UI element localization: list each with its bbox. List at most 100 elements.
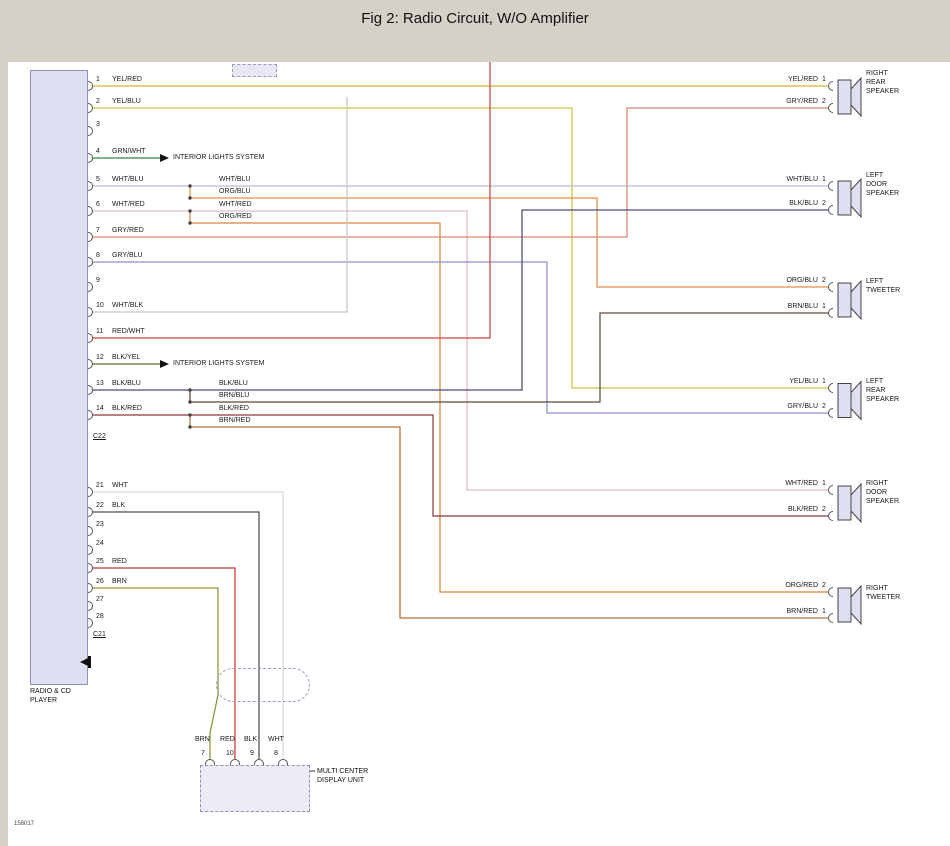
split-wire-label: WHT/RED <box>219 201 252 208</box>
speaker-wire-label: WHT/BLU <box>786 176 819 183</box>
radio-pin-arc <box>88 81 93 91</box>
wire-brn-red <box>189 415 829 619</box>
speaker-wire-label: GRY/BLU <box>787 403 818 410</box>
speaker-name: LEFT <box>866 278 884 285</box>
speaker-name: SPEAKER <box>866 396 900 403</box>
radio-wire-label: WHT/RED <box>112 201 145 208</box>
speaker-wire-label: WHT/RED <box>785 480 818 487</box>
radio-pin-arc <box>88 601 93 611</box>
junction-dot <box>188 388 192 392</box>
speaker-pin-arc <box>828 383 833 393</box>
radio-pin-number: 25 <box>96 558 104 565</box>
diagram-canvas <box>8 62 950 846</box>
display-pin-number: 7 <box>201 750 205 757</box>
wire-red-wht <box>92 62 491 339</box>
speaker-pin-number: 1 <box>822 608 826 615</box>
wire-gry-red <box>92 107 829 238</box>
radio-wire-label: RED <box>112 558 127 565</box>
radio-pin-arc <box>88 282 93 292</box>
speaker-icon-cone <box>850 482 862 524</box>
speaker-wire-label: YEL/RED <box>788 76 818 83</box>
display-pin-number: 10 <box>226 750 234 757</box>
radio-pin-arc <box>88 333 93 343</box>
display-label-line1: MULTI CENTER <box>317 768 369 775</box>
display-pin-number: 8 <box>274 750 278 757</box>
radio-edge-marker-bar <box>88 656 91 668</box>
radio-pin-number: 24 <box>96 540 104 547</box>
radio-label-line1: RADIO & CD <box>30 688 71 695</box>
speaker-name: TWEETER <box>866 594 901 601</box>
speaker-name: REAR <box>866 387 886 394</box>
radio-pin-number: 9 <box>96 277 100 284</box>
wire-brn-blu <box>189 312 829 403</box>
junction-dot <box>188 221 192 225</box>
junction-dot <box>188 184 192 188</box>
speaker-pin-arc <box>828 308 833 318</box>
radio-pin-arc <box>88 126 93 136</box>
speaker-icon-cone <box>850 380 862 421</box>
display-pin-arc <box>205 759 215 765</box>
interior-lights-label-top: INTERIOR LIGHTS SYSTEM <box>173 154 265 161</box>
radio-pin-arc <box>88 563 93 573</box>
split-wire-label: BLK/RED <box>219 405 249 412</box>
speaker-wire-label: BRN/RED <box>786 608 818 615</box>
speaker-pin-arc <box>828 282 833 292</box>
speaker-pin-arc <box>828 205 833 215</box>
speaker-pin-arc <box>828 587 833 597</box>
wire-yel-blu <box>92 107 829 389</box>
radio-pin-arc <box>88 257 93 267</box>
speaker-pin-arc <box>828 485 833 495</box>
radio-pin-number: 12 <box>96 354 104 361</box>
speaker-wire-label: ORG/RED <box>785 582 818 589</box>
radio-pin-arc <box>88 206 93 216</box>
display-wire-label: WHT <box>268 736 284 743</box>
radio-wire-label: WHT <box>112 482 128 489</box>
display-pin-number: 9 <box>250 750 254 757</box>
display-wire-label: RED <box>220 736 235 743</box>
junction-dot <box>188 209 192 213</box>
radio-pin-number: 6 <box>96 201 100 208</box>
speaker-wire-label: BRN/BLU <box>787 303 818 310</box>
wire-blk <box>92 511 260 759</box>
speaker-name: SPEAKER <box>866 498 900 505</box>
radio-wire-label: BLK <box>112 502 126 509</box>
radio-wire-label: GRY/BLU <box>112 252 143 259</box>
junction-dot <box>188 400 192 404</box>
radio-pin-number: 7 <box>96 227 100 234</box>
speaker-pin-arc <box>828 81 833 91</box>
speaker-pin-arc <box>828 613 833 623</box>
split-wire-label: BLK/BLU <box>219 380 248 387</box>
radio-wire-label: YEL/RED <box>112 76 142 83</box>
radio-pin-number: 2 <box>96 98 100 105</box>
speaker-name: SPEAKER <box>866 190 900 197</box>
speaker-pin-number: 2 <box>822 506 826 513</box>
radio-pin-number: 21 <box>96 482 104 489</box>
multi-center-display-label: MULTI CENTER DISPLAY UNIT <box>317 767 368 785</box>
radio-wire-label: GRN/WHT <box>112 148 146 155</box>
radio-pin-arc <box>88 545 93 555</box>
figure-id: 158017 <box>14 821 35 827</box>
radio-pin-number: 28 <box>96 613 104 620</box>
speaker-name: DOOR <box>866 181 887 188</box>
speaker-icon-cone <box>850 584 862 626</box>
speaker-name: DOOR <box>866 489 887 496</box>
radio-pin-number: 3 <box>96 121 100 128</box>
radio-wire-label: YEL/BLU <box>112 98 141 105</box>
radio-pin-number: 22 <box>96 502 104 509</box>
radio-wire-label: GRY/RED <box>112 227 144 234</box>
wire-org-red <box>189 211 829 593</box>
arrow-head-icon <box>160 154 169 162</box>
split-wire-label: ORG/BLU <box>219 188 251 195</box>
radio-pin-arc <box>88 487 93 497</box>
speaker-name: REAR <box>866 79 886 86</box>
wire-blk-blu <box>92 209 829 391</box>
radio-pin-arc <box>88 181 93 191</box>
speaker-icon-cone <box>850 177 862 219</box>
speaker-pin-number: 2 <box>822 277 826 284</box>
display-pin-arc <box>230 759 240 765</box>
multi-center-display-box <box>200 765 310 812</box>
wire-red <box>92 567 236 759</box>
wire-wht <box>92 491 284 759</box>
speaker-pin-arc <box>828 181 833 191</box>
